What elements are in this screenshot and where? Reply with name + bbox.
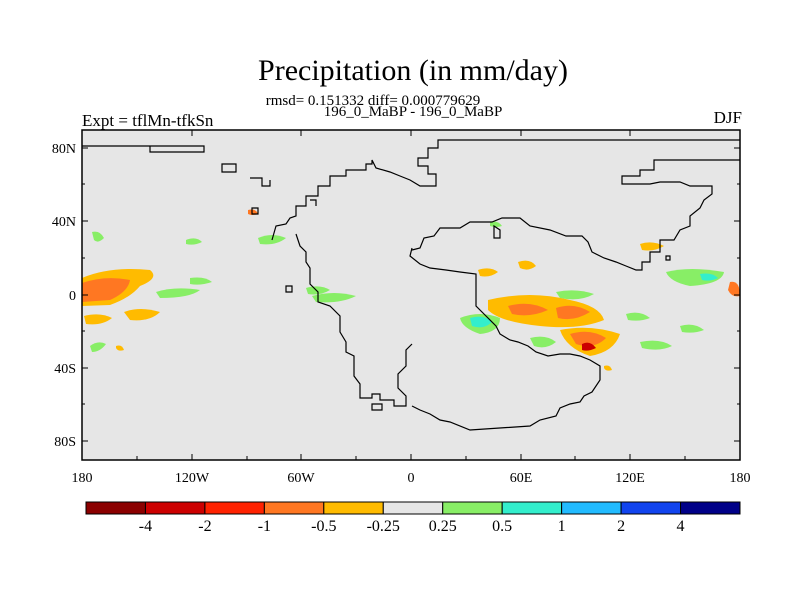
anomaly-west-pacific-green bbox=[666, 269, 724, 286]
colorbar bbox=[85, 501, 741, 515]
coast-small-island-4 bbox=[285, 285, 293, 293]
coast-small-island-7 bbox=[310, 199, 317, 206]
colorbar-box bbox=[620, 501, 682, 515]
lon-label-0: 0 bbox=[408, 471, 415, 486]
anomaly-arabia-orange bbox=[518, 260, 536, 270]
coast-small-island-6 bbox=[665, 255, 671, 261]
lat-ticks bbox=[82, 147, 740, 442]
anomaly-south-orange-1 bbox=[604, 365, 612, 371]
coast-americas bbox=[295, 233, 413, 407]
coast-small-island-2 bbox=[250, 177, 271, 187]
colorbar-labels: -4 -2 -1 -0.5 -0.25 0.25 0.5 1 2 4 bbox=[139, 518, 685, 535]
stats-line: rmsd= 0.151332 diff= 0.000779629 bbox=[265, 93, 481, 109]
anomaly-asia-green bbox=[490, 221, 502, 227]
colorbar-box bbox=[204, 501, 265, 515]
anomaly-central-pacific-core bbox=[82, 278, 130, 302]
colorbar-box bbox=[442, 501, 503, 515]
anomaly-pacific-green-3 bbox=[90, 342, 106, 352]
anomaly-indian-core bbox=[508, 303, 548, 316]
anomaly-africa-cyan bbox=[470, 316, 492, 328]
anomaly-pacific-green bbox=[156, 288, 200, 298]
colorbar-label: 0.25 bbox=[429, 518, 457, 535]
coast-north-america bbox=[271, 139, 740, 241]
anomaly-atlantic-2 bbox=[312, 293, 356, 303]
lat-label-40s: 40S bbox=[54, 362, 76, 377]
anomaly-atlantic bbox=[306, 286, 330, 295]
colorbar-label: -2 bbox=[198, 518, 211, 535]
lon-label-60w: 60W bbox=[287, 471, 315, 486]
lat-label-80n: 80N bbox=[52, 142, 76, 157]
colorbar-label: -0.25 bbox=[367, 518, 400, 535]
map-background bbox=[82, 130, 740, 460]
anomaly-west-pacific-cyan bbox=[700, 273, 718, 281]
anomaly-sahara-orange bbox=[478, 268, 498, 277]
experiment-label: Expt = tflMn-tfkSn bbox=[82, 111, 214, 130]
coast-eurasia bbox=[411, 159, 740, 271]
anomaly-dateline-orange bbox=[728, 281, 740, 297]
colorbar-box bbox=[263, 501, 325, 515]
anomaly-indian-green bbox=[556, 290, 594, 300]
colorbar-box bbox=[680, 501, 741, 515]
lon-label-180w: 180 bbox=[72, 471, 93, 486]
plot-title: Precipitation (in mm/day) bbox=[258, 54, 568, 87]
colorbar-label: 1 bbox=[558, 518, 566, 535]
colorbar-box bbox=[501, 501, 563, 515]
lat-label-80s: 80S bbox=[54, 435, 76, 450]
anomaly-wp-green-3 bbox=[680, 324, 704, 333]
colorbar-label: -1 bbox=[258, 518, 271, 535]
anomaly-pacific-south-2 bbox=[124, 309, 160, 321]
anomaly-maritime-core bbox=[570, 331, 606, 346]
colorbar-box bbox=[561, 501, 622, 515]
lon-ticks bbox=[81, 130, 686, 460]
coast-small-island-5 bbox=[371, 403, 383, 411]
anomaly-north-pacific-2 bbox=[186, 238, 202, 245]
coast-south-asia bbox=[493, 224, 501, 239]
lat-label-40n: 40N bbox=[52, 215, 76, 230]
precip-anomaly-fields bbox=[82, 209, 740, 371]
colorbar-box bbox=[144, 501, 206, 515]
anomaly-pacific-green-2 bbox=[190, 277, 212, 285]
anomaly-south-orange-2 bbox=[116, 345, 124, 351]
anomaly-madagascar-green bbox=[530, 336, 556, 348]
coast-small-island-1 bbox=[221, 163, 237, 173]
colorbar-label: -0.5 bbox=[311, 518, 336, 535]
anomaly-north-pacific bbox=[92, 231, 104, 242]
colorbar-box bbox=[382, 501, 444, 515]
lon-label-120e: 120E bbox=[615, 471, 645, 486]
coast-small-island-3 bbox=[251, 207, 259, 215]
anomaly-pacific-south bbox=[84, 314, 112, 325]
coast-canada bbox=[82, 145, 205, 153]
anomaly-wp-green-2 bbox=[626, 312, 650, 321]
lon-label-180e: 180 bbox=[730, 471, 751, 486]
lon-label-60e: 60E bbox=[510, 471, 533, 486]
colorbar-box bbox=[323, 501, 384, 515]
anomaly-maritime-red bbox=[582, 342, 596, 351]
coastline-outlines bbox=[82, 139, 740, 431]
anomaly-west-pacific-orange bbox=[640, 242, 664, 251]
case-label: 196_0_MaBP - 196_0_MaBP bbox=[323, 104, 503, 120]
anomaly-indian-core-2 bbox=[556, 305, 590, 320]
lon-label-120w: 120W bbox=[175, 471, 210, 486]
colorbar-box bbox=[85, 501, 146, 515]
lat-label-0: 0 bbox=[69, 289, 76, 304]
colorbar-label: -4 bbox=[139, 518, 152, 535]
coast-africa bbox=[409, 247, 601, 431]
season-label: DJF bbox=[713, 108, 742, 127]
colorbar-label: 2 bbox=[617, 518, 625, 535]
colorbar-label: 4 bbox=[677, 518, 685, 535]
anomaly-wp-green-4 bbox=[640, 340, 672, 350]
anomaly-indian-orange bbox=[488, 295, 604, 328]
colorbar-label: 0.5 bbox=[492, 518, 512, 535]
